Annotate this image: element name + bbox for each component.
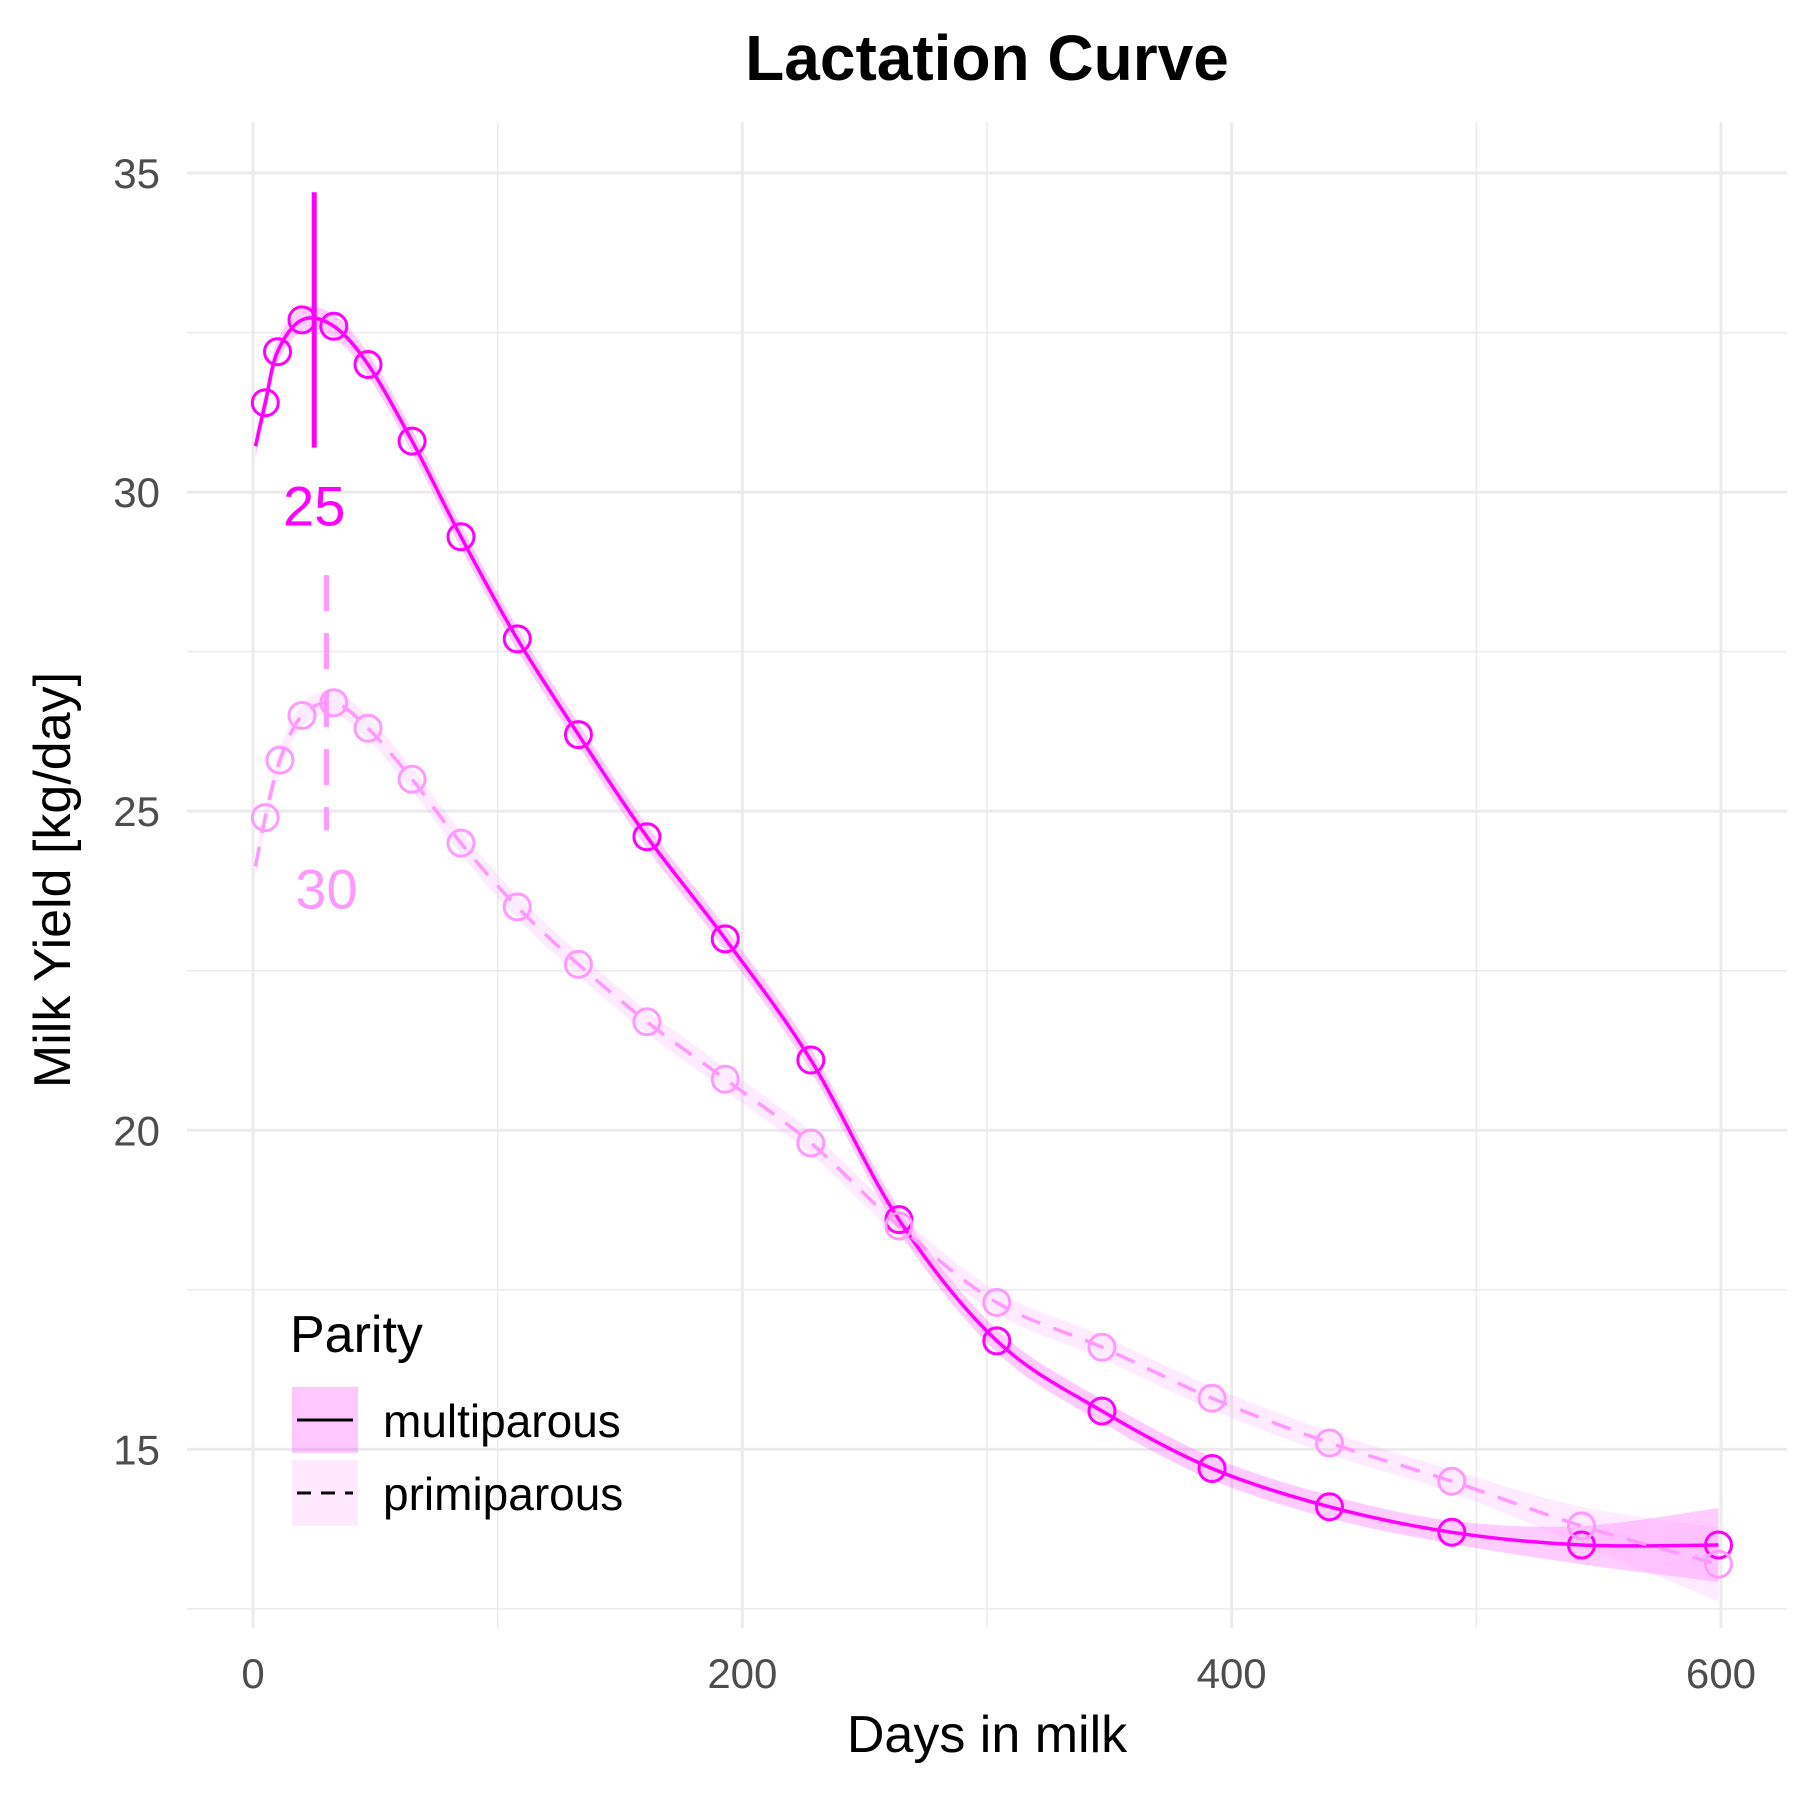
y-axis-label: Milk Yield [kg/day] bbox=[24, 672, 82, 1088]
x-axis-ticks: 0 200 400 600 bbox=[241, 1650, 1756, 1697]
data-point-primiparous bbox=[446, 828, 476, 858]
y-tick-label: 30 bbox=[113, 469, 160, 516]
data-point-multiparous bbox=[1703, 1530, 1733, 1560]
series-line-primiparous bbox=[253, 700, 1719, 1566]
data-point-multiparous bbox=[502, 624, 532, 654]
grid-lines bbox=[187, 122, 1787, 1628]
data-point-primiparous bbox=[397, 764, 427, 794]
data-point-primiparous bbox=[1197, 1383, 1227, 1413]
data-point-primiparous bbox=[1087, 1332, 1117, 1362]
legend-title: Parity bbox=[290, 1306, 423, 1364]
data-point-multiparous bbox=[397, 426, 427, 456]
data-point-multiparous bbox=[446, 522, 476, 552]
data-point-primiparous bbox=[1566, 1511, 1596, 1541]
data-point-primiparous bbox=[563, 949, 593, 979]
y-tick-label: 15 bbox=[113, 1426, 160, 1473]
data-point-primiparous bbox=[632, 1007, 662, 1037]
x-tick-label: 600 bbox=[1686, 1650, 1756, 1697]
data-point-primiparous bbox=[502, 892, 532, 922]
data-point-primiparous bbox=[265, 745, 295, 775]
data-point-primiparous bbox=[1315, 1428, 1345, 1458]
legend-label-primiparous: primiparous bbox=[383, 1468, 623, 1520]
data-point-multiparous bbox=[353, 349, 383, 379]
series-line-multiparous bbox=[253, 316, 1719, 1548]
peak-markers: 25 30 bbox=[283, 192, 358, 920]
data-point-primiparous bbox=[1703, 1549, 1733, 1579]
data-point-multiparous bbox=[1437, 1517, 1467, 1547]
confidence-bands bbox=[255, 306, 1719, 1602]
data-point-primiparous bbox=[982, 1288, 1012, 1318]
legend: Parity multiparous primiparous bbox=[290, 1306, 623, 1526]
data-point-primiparous bbox=[353, 713, 383, 743]
x-tick-label: 200 bbox=[707, 1650, 777, 1697]
y-tick-label: 25 bbox=[113, 788, 160, 835]
data-point-primiparous bbox=[710, 1064, 740, 1094]
peak-label-primiparous: 30 bbox=[295, 857, 357, 920]
data-point-multiparous bbox=[632, 822, 662, 852]
data-point-primiparous bbox=[250, 803, 280, 833]
series-points bbox=[250, 305, 1733, 1579]
data-point-primiparous bbox=[796, 1128, 826, 1158]
data-point-multiparous bbox=[1197, 1453, 1227, 1483]
data-point-multiparous bbox=[263, 337, 293, 367]
data-point-multiparous bbox=[563, 720, 593, 750]
data-point-multiparous bbox=[1566, 1530, 1596, 1560]
data-point-multiparous bbox=[319, 311, 349, 341]
data-point-primiparous bbox=[1437, 1466, 1467, 1496]
legend-label-multiparous: multiparous bbox=[383, 1395, 621, 1447]
y-tick-label: 20 bbox=[113, 1107, 160, 1154]
confidence-band-multiparous bbox=[255, 306, 1719, 1583]
confidence-band-primiparous bbox=[255, 690, 1719, 1602]
y-tick-label: 35 bbox=[113, 150, 160, 197]
chart-title: Lactation Curve bbox=[745, 22, 1229, 94]
x-axis-label: Days in milk bbox=[847, 1706, 1128, 1764]
data-point-multiparous bbox=[1315, 1492, 1345, 1522]
data-point-multiparous bbox=[1087, 1396, 1117, 1426]
x-tick-label: 0 bbox=[241, 1650, 264, 1697]
data-point-primiparous bbox=[287, 700, 317, 730]
series-lines bbox=[253, 316, 1719, 1566]
data-point-multiparous bbox=[796, 1045, 826, 1075]
data-point-multiparous bbox=[710, 924, 740, 954]
data-point-primiparous bbox=[319, 688, 349, 718]
data-point-multiparous bbox=[982, 1326, 1012, 1356]
x-tick-label: 400 bbox=[1197, 1650, 1267, 1697]
data-point-primiparous bbox=[884, 1211, 914, 1241]
peak-label-multiparous: 25 bbox=[283, 474, 345, 537]
data-point-multiparous bbox=[250, 388, 280, 418]
y-axis-ticks: 15 20 25 30 35 bbox=[113, 150, 160, 1473]
